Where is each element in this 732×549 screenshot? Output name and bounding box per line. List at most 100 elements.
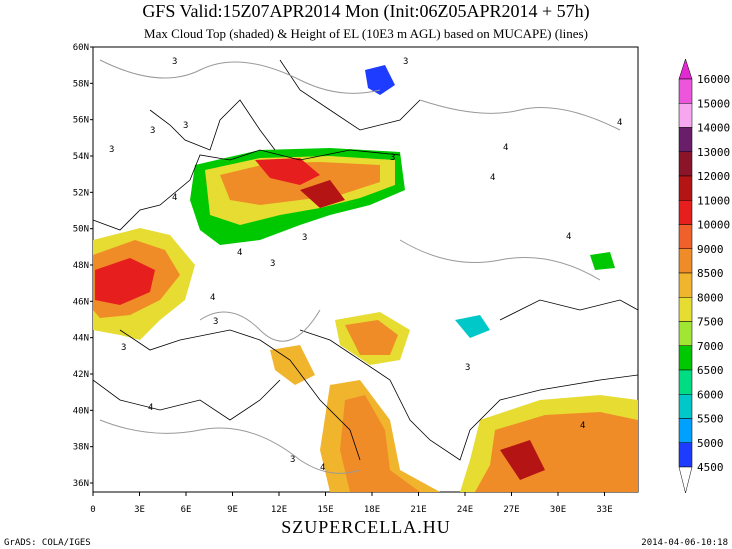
colorbar-label: 6500 (697, 364, 724, 377)
lat-label: 52N (73, 188, 89, 198)
lon-label: 33E (596, 505, 612, 515)
colorbar-label: 15000 (697, 97, 730, 110)
colorbar-label: 14000 (697, 122, 730, 135)
contour-label: 4 (490, 173, 495, 183)
coastline (279, 59, 421, 131)
lat-label: 46N (73, 297, 89, 307)
colorbar-box (678, 394, 693, 419)
contour (399, 239, 601, 281)
colorbar-label: 12000 (697, 170, 730, 183)
lon-label: 18E (364, 505, 380, 515)
shade (500, 440, 545, 480)
lon-label: 30E (550, 505, 566, 515)
colorbar-box (678, 200, 693, 225)
colorbar-box (678, 103, 693, 128)
contour-label: 4 (566, 232, 571, 242)
contour-label: 3 (390, 153, 395, 163)
subtitle: Max Cloud Top (shaded) & Height of EL (1… (144, 26, 588, 41)
lon-label: 3E (134, 505, 145, 515)
coastline (92, 149, 401, 231)
colorbar-box (678, 175, 693, 201)
colorbar-label: 13000 (697, 146, 730, 159)
colorbar-box (678, 224, 693, 249)
contour-label: 4 (237, 248, 242, 258)
lon-label: 0 (90, 505, 95, 515)
lon-label: 24E (457, 505, 473, 515)
colorbar-label: 4500 (697, 461, 724, 474)
colorbar-box (678, 151, 693, 177)
contour-label: 3 (109, 145, 114, 155)
lat-label: 42N (73, 370, 89, 380)
colorbar-box (678, 418, 693, 443)
shade (95, 258, 155, 305)
contour-label: 3 (121, 343, 126, 353)
contour-label: 3 (465, 363, 470, 373)
contour (199, 309, 321, 342)
map-area: 3 3 3 3 4 4 3 3 4 4 3 4 3 4 4 3 3 4 4 3 3 4 (92, 46, 639, 493)
colorbar-label: 7500 (697, 316, 724, 329)
lat-label: 50N (73, 225, 89, 235)
contour-label: 4 (617, 118, 622, 128)
contour (99, 419, 361, 474)
colorbar-box (678, 345, 693, 371)
colorbar-box (678, 127, 693, 152)
colorbar-box (678, 272, 693, 298)
contour-label: 4 (503, 143, 508, 153)
colorbar-label: 8000 (697, 291, 724, 304)
contour-label: 3 (302, 233, 307, 243)
colorbar-box (678, 297, 693, 322)
lat-label: 56N (73, 116, 89, 126)
shade (270, 345, 315, 385)
contour (99, 59, 381, 94)
colorbar-label: 10000 (697, 219, 730, 232)
contour-label: 3 (183, 121, 188, 131)
lon-label: 15E (317, 505, 333, 515)
colorbar-box (678, 442, 693, 468)
contour-label: 4 (210, 293, 215, 303)
lat-label: 44N (73, 334, 89, 344)
coastline (299, 329, 639, 461)
colorbar-box (678, 248, 693, 274)
axes: 36N 38N 40N 42N 44N 46N 48N 50N 52N 54N 56N 58N 60N 0… (73, 43, 613, 515)
lat-label: 48N (73, 261, 89, 271)
shade (365, 65, 395, 95)
colorbar-box (678, 369, 693, 395)
lon-label: 12E (271, 505, 287, 515)
contour-label: 3 (150, 126, 155, 136)
footer-left: GrADS: COLA/IGES (4, 538, 91, 548)
shade (300, 180, 345, 208)
footer-center: SZUPERCELLA.HU (281, 517, 451, 537)
shade (340, 395, 420, 492)
colorbar-box (678, 78, 693, 104)
contour-label: 3 (270, 259, 275, 269)
contour-label: 3 (213, 317, 218, 327)
contour-labels: 3 3 3 3 4 4 3 3 4 4 3 4 3 4 4 3 3 4 4 3 3 4 (109, 57, 622, 473)
title: GFS Valid:15Z07APR2014 Mon (Init:06Z05AP… (142, 1, 589, 22)
colorbar-label: 9000 (697, 243, 724, 256)
contour-label: 4 (172, 193, 177, 203)
colorbar-cap (678, 466, 693, 494)
shade (590, 252, 615, 270)
colorbar-label: 16000 (697, 73, 730, 86)
lon-label: 9E (227, 505, 238, 515)
contour-label: 4 (580, 421, 585, 431)
colorbar-label: 5500 (697, 413, 724, 426)
lon-label: 27E (503, 505, 519, 515)
lon-label: 21E (410, 505, 426, 515)
contour-label: 4 (148, 403, 153, 413)
contours (99, 59, 621, 474)
lat-label: 58N (73, 79, 89, 89)
lat-label: 36N (73, 479, 89, 489)
contour-label: 3 (290, 455, 295, 465)
contour-label: 3 (403, 57, 408, 67)
lon-label: 6E (181, 505, 192, 515)
colorbar-label: 11000 (697, 194, 730, 207)
lat-label: 54N (73, 152, 89, 162)
lat-label: 38N (73, 443, 89, 453)
lat-label: 40N (73, 406, 89, 416)
contour-label: 4 (320, 463, 325, 473)
coastlines (92, 59, 639, 461)
colorbar-label: 6000 (697, 388, 724, 401)
shade (345, 320, 398, 355)
